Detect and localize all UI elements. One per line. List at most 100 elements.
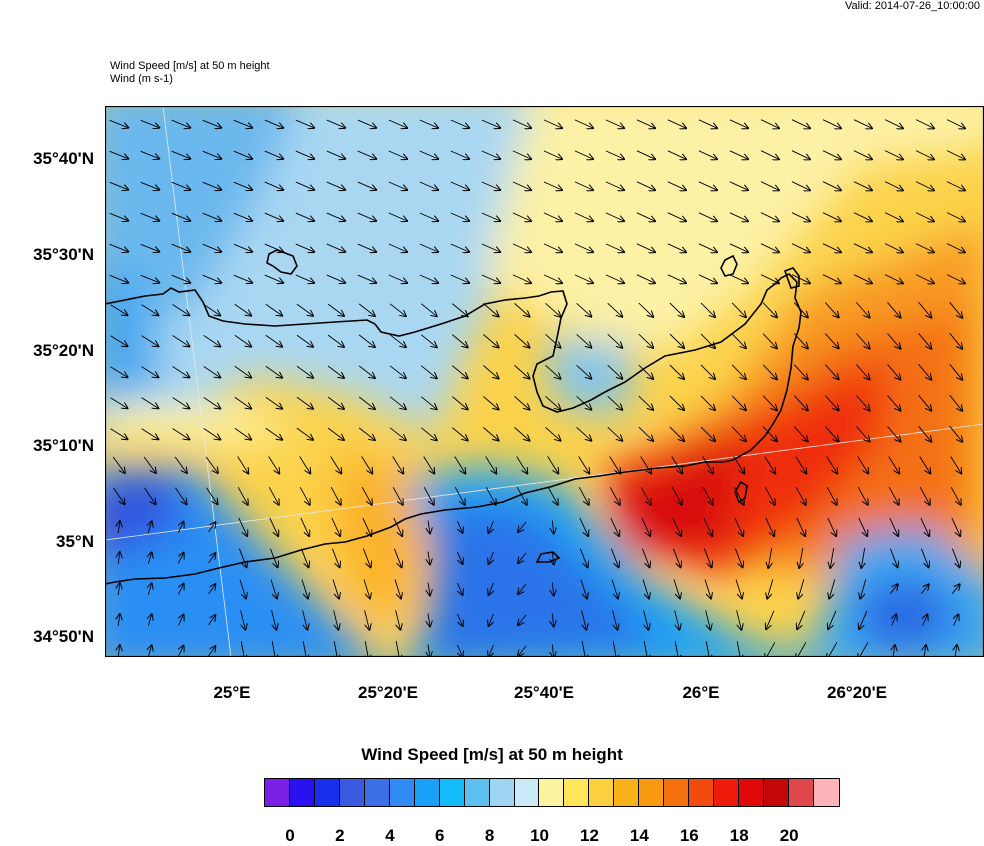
wind-arrow [636,150,655,159]
wind-arrow [481,212,500,221]
wind-arrow [884,212,903,222]
wind-arrow [736,610,742,629]
wind-arrow [110,366,128,378]
wind-arrow [919,486,930,505]
wind-arrow [704,579,711,599]
wind-arrow [512,150,531,159]
colorbar-swatch [714,779,740,806]
wind-arrow [388,119,407,128]
colorbar-swatch [265,779,290,806]
wind-arrow [946,243,965,253]
wind-arrow [822,181,841,191]
wind-arrow [358,303,375,316]
wind-arrow [946,150,965,160]
lon-tick-label: 26°E [682,683,720,702]
wind-arrow [141,366,159,378]
colorbar-swatch [439,779,465,806]
wind-arrow [673,579,680,599]
wind-arrow [795,456,807,474]
wind-arrow [888,456,900,474]
wind-arrow [109,150,129,158]
colorbar-label: 6 [434,826,445,845]
wind-arrow [208,522,216,533]
wind-arrow [483,427,498,441]
wind-arrow [450,150,469,159]
colorbar-label: 20 [779,826,799,845]
wind-arrow [733,486,744,505]
wind-arrow [389,365,406,378]
colorbar-title: Wind Speed [m/s] at 50 m height [361,745,623,764]
wind-arrow [208,553,216,564]
wind-arrow [357,119,376,128]
wind-arrow [887,302,901,317]
wind-arrow [760,150,779,160]
wind-arrow [330,486,341,505]
wind-arrow [824,426,838,442]
wind-arrow [574,243,593,252]
wind-arrow [326,119,345,128]
wind-arrow [698,212,717,221]
wind-arrow [791,274,810,284]
wind-arrow [889,584,897,594]
wind-arrow [609,486,620,505]
wind-arrow [859,610,868,629]
wind-arrow [238,548,246,568]
wind-arrow [768,548,771,568]
lon-tick-label: 25°40'E [514,683,574,702]
wind-arrow [361,486,372,505]
wind-arrow [552,520,553,534]
wind-arrow [296,427,313,440]
wind-arrow [954,615,959,626]
wind-arrow [949,332,963,349]
wind-arrow [208,615,216,626]
wind-arrow [731,395,746,410]
colorbar-swatch [614,779,640,806]
colorbar-swatch [813,779,839,806]
wind-arrow [762,333,777,349]
wind-arrow [853,274,872,284]
wind-arrow [174,456,187,473]
wind-arrow [272,641,276,657]
wind-arrow [644,641,648,657]
wind-arrow [148,521,151,533]
wind-arrow [889,517,898,536]
wind-arrow [762,395,777,411]
wind-arrow [705,610,711,629]
wind-arrow [858,517,867,536]
wind-arrow [265,427,282,440]
lon-tick-label: 25°20'E [358,683,418,702]
wind-arrow [636,274,655,283]
wind-arrow [698,119,717,128]
wind-arrow [175,487,186,505]
wind-arrow [234,396,251,408]
wind-arrow [452,303,467,317]
wind-arrow [607,302,623,317]
wind-arrow [830,548,833,568]
wind-arrow [731,302,746,317]
wind-arrow [642,579,649,599]
wind-arrow [793,302,808,318]
wind-arrow [489,520,494,533]
wind-arrow [365,641,369,657]
lat-tick-label: 35°20'N [33,341,94,360]
colorbar-swatch [664,779,690,806]
wind-arrow [884,150,903,160]
wind-arrow [512,243,531,252]
wind-arrow [671,486,682,505]
wind-arrow [861,548,864,568]
wind-arrow [110,335,128,347]
wind-arrow [766,610,775,629]
wind-arrow [856,333,869,349]
wind-arrow [202,119,222,128]
wind-arrow [140,243,160,251]
wind-arrow [450,119,469,128]
wind-arrow [326,212,345,221]
wind-arrow [234,303,251,315]
wind-arrow [428,582,430,596]
wind-arrow [234,334,251,346]
wind-arrow [518,614,527,625]
wind-arrow [388,274,407,283]
wind-arrow [295,274,314,283]
wind-arrow [362,517,371,536]
wind-arrow [118,614,120,626]
